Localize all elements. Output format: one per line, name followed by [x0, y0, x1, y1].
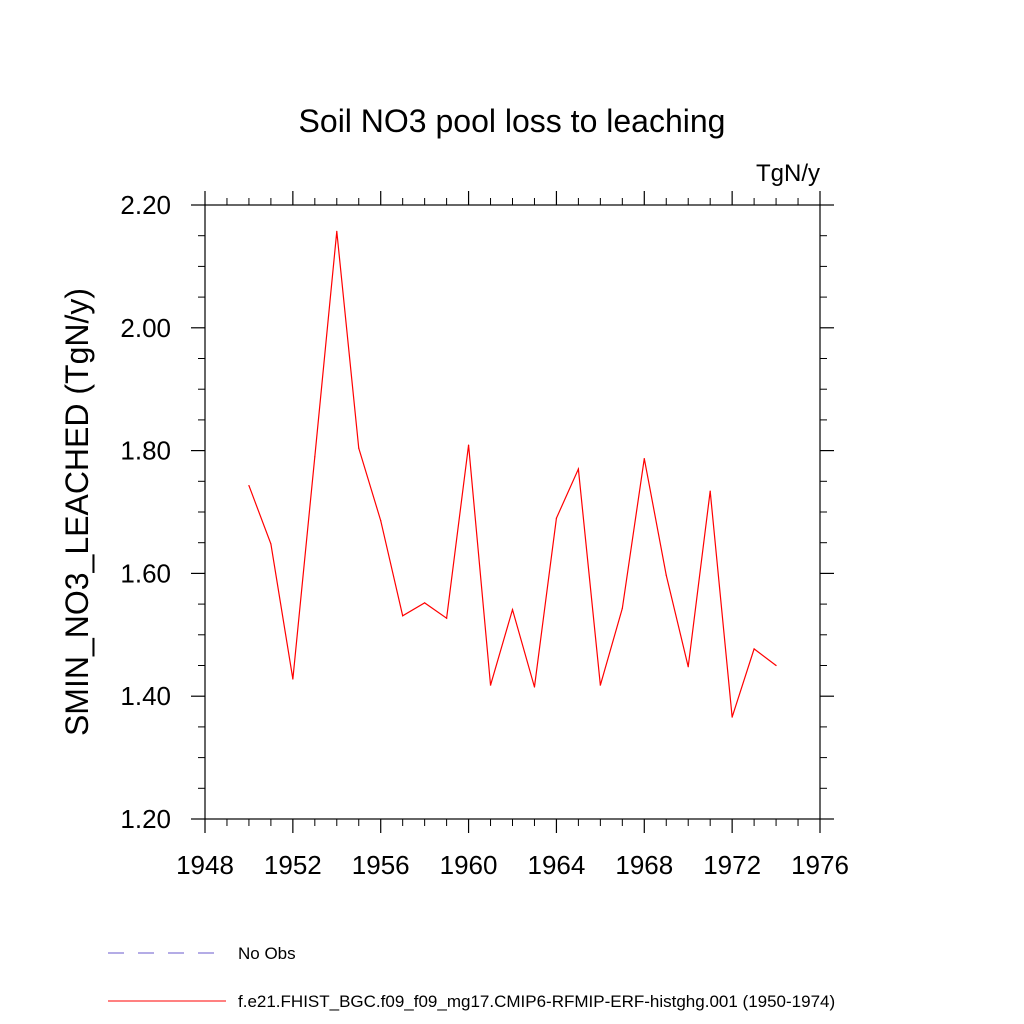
x-tick-label: 1956 — [352, 850, 410, 880]
data-point — [753, 648, 755, 650]
data-point — [446, 617, 448, 619]
data-point — [248, 484, 250, 487]
x-tick-label: 1960 — [440, 850, 498, 880]
y-tick-label: 1.80 — [120, 436, 171, 466]
data-point — [424, 602, 426, 604]
data-point — [336, 230, 338, 233]
data-point — [599, 684, 601, 686]
data-point — [709, 490, 711, 492]
legend: No Obs f.e21.FHIST_BGC.f09_f09_mg17.CMIP… — [108, 944, 835, 1011]
data-point — [577, 468, 579, 470]
y-tick-label: 2.20 — [120, 190, 171, 220]
data-point — [489, 684, 492, 686]
data-point — [292, 678, 294, 680]
x-tick-label: 1964 — [528, 850, 586, 880]
x-tick-label: 1972 — [703, 850, 761, 880]
data-point — [555, 517, 558, 519]
x-tick-label: 1968 — [615, 850, 673, 880]
data-point — [358, 447, 360, 449]
data-point — [621, 607, 623, 609]
x-tick-label: 1952 — [264, 850, 322, 880]
chart-title: Soil NO3 pool loss to leaching — [299, 103, 726, 139]
x-tick-labels: 1948 1952 1956 1960 1964 1968 1972 1976 — [176, 850, 849, 880]
series-layer — [248, 230, 777, 718]
units-label: TgN/y — [756, 160, 820, 187]
y-tick-labels: 1.20 1.40 1.60 1.80 2.00 2.20 — [120, 190, 171, 834]
data-point — [533, 686, 536, 688]
data-point — [643, 457, 645, 460]
y-tick-label: 1.40 — [120, 681, 171, 711]
legend-label-model-run: f.e21.FHIST_BGC.f09_f09_mg17.CMIP6-RFMIP… — [238, 992, 835, 1011]
x-tick-label: 1948 — [176, 850, 234, 880]
x-tick-label: 1976 — [791, 850, 849, 880]
data-point — [270, 543, 272, 545]
data-point — [314, 456, 316, 458]
legend-label-no-obs: No Obs — [238, 944, 296, 963]
y-axis-label: SMIN_NO3_LEACHED (TgN/y) — [59, 288, 95, 736]
y-tick-label: 1.60 — [120, 558, 171, 588]
data-point — [775, 664, 777, 667]
data-point — [731, 716, 733, 718]
data-point — [402, 615, 404, 617]
y-tick-label: 1.20 — [120, 804, 171, 834]
y-tick-label: 2.00 — [120, 313, 171, 343]
axis-ticks — [191, 191, 834, 833]
data-point — [511, 609, 514, 611]
data-point — [380, 519, 382, 522]
data-point — [467, 444, 470, 446]
data-point — [687, 666, 689, 668]
data-point — [665, 574, 667, 576]
